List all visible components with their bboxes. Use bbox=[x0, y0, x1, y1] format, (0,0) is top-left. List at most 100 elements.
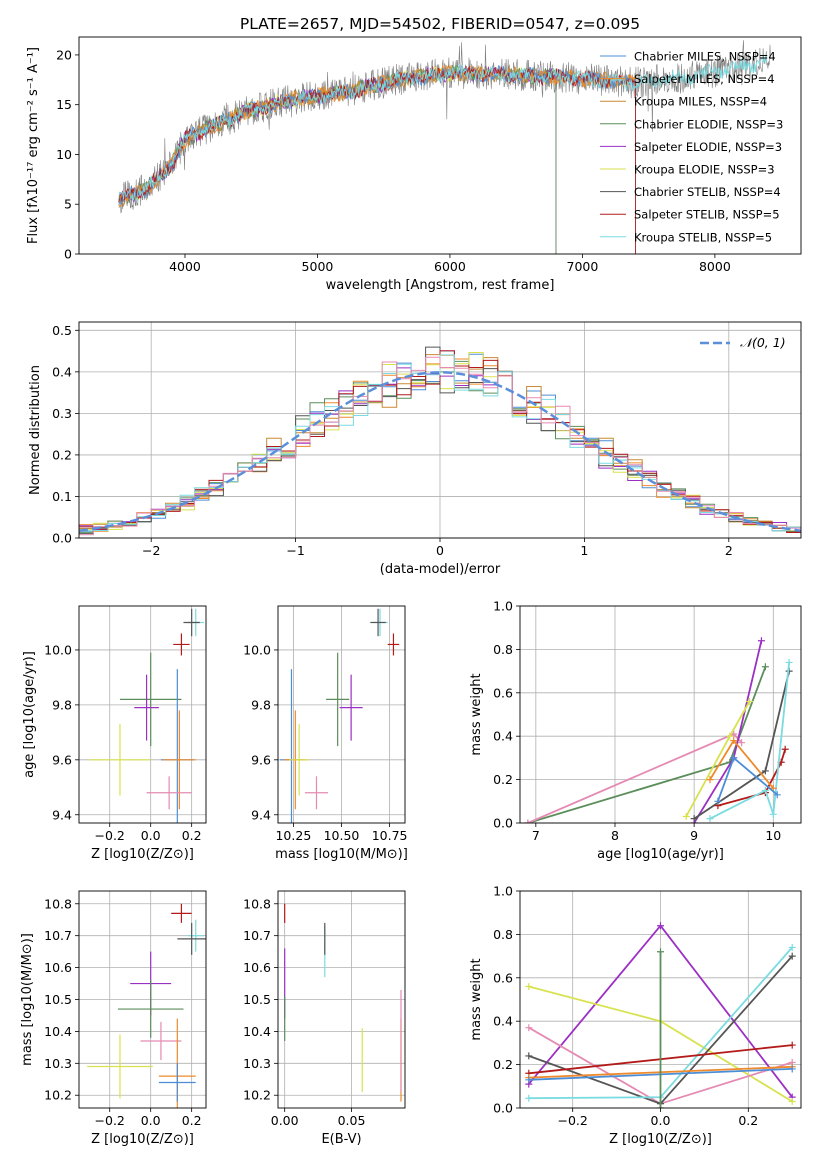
mass-weight-marker bbox=[788, 952, 796, 960]
x-tick-label: 10.50 bbox=[324, 828, 360, 843]
x-tick-label: 0.0 bbox=[651, 1113, 671, 1128]
mass-weight-marker bbox=[788, 1041, 796, 1049]
mass-weight-line bbox=[717, 748, 787, 807]
x-tick-label: 0.0 bbox=[141, 828, 161, 843]
errorbar-point bbox=[117, 980, 184, 1038]
x-axis-label: (data-model)/error bbox=[380, 562, 501, 577]
spectrum-model-line bbox=[118, 53, 768, 203]
y-tick-label: 0.0 bbox=[52, 531, 72, 546]
panel-weight-vs-Z: −0.2 0.0 0.2 0.0 0.2 0.4 0.6 0.8 1.0 Z [log10(Z/Z… bbox=[469, 884, 802, 1147]
mass-weight-marker bbox=[525, 1024, 533, 1032]
legend-label: Chabrier MILES, NSSP=4 bbox=[634, 50, 776, 64]
y-tick-label: 10.5 bbox=[44, 992, 72, 1007]
grid bbox=[278, 606, 405, 823]
errorbar-point bbox=[87, 1034, 153, 1099]
errorbar-point bbox=[173, 633, 190, 656]
y-tick-label: 0.6 bbox=[493, 970, 513, 985]
mass-weight-marker bbox=[757, 637, 765, 645]
x-tick-label: 7000 bbox=[567, 259, 599, 274]
y-tick-label: 10.6 bbox=[243, 960, 271, 975]
y-tick-label: 10.6 bbox=[44, 960, 72, 975]
x-tick-label: 6000 bbox=[434, 259, 466, 274]
y-tick-label: 10.0 bbox=[243, 642, 271, 657]
y-tick-label: 10.2 bbox=[243, 1088, 271, 1103]
mass-weight-marker bbox=[730, 737, 738, 745]
legend-label: Salpeter STELIB, NSSP=5 bbox=[634, 208, 780, 222]
y-tick-label: 10.8 bbox=[243, 896, 271, 911]
y-tick-label: 0.8 bbox=[493, 642, 513, 657]
y-tick-label: 9.4 bbox=[52, 807, 72, 822]
y-axis-label: mass weight bbox=[469, 958, 484, 1040]
legend-label: Salpeter MILES, NSSP=4 bbox=[634, 72, 775, 86]
mass-weight-marker bbox=[726, 732, 734, 740]
mass-weight-marker bbox=[714, 797, 722, 805]
gaussian-reference-line bbox=[79, 371, 801, 532]
x-axis-label: age [log10(age/yr)] bbox=[597, 847, 724, 862]
y-tick-label: 0.0 bbox=[493, 816, 513, 831]
x-tick-label: 7 bbox=[532, 828, 540, 843]
y-tick-label: 5 bbox=[64, 197, 72, 212]
legend-label: Kroupa STELIB, NSSP=5 bbox=[634, 230, 772, 244]
mass-weight-marker bbox=[525, 1052, 533, 1060]
y-tick-label: 1.0 bbox=[493, 884, 513, 899]
panel-age-vs-Z: −0.2 0.0 0.2 9.4 9.6 9.8 10.0 Z [log10(Z/Z⊙)] ag… bbox=[22, 605, 207, 862]
x-tick-label: 0.05 bbox=[338, 1113, 366, 1128]
errorbar-point bbox=[171, 903, 192, 923]
errorbar-point bbox=[134, 674, 159, 741]
y-tick-label: 9.6 bbox=[52, 752, 72, 767]
y-tick-label: 0.6 bbox=[493, 685, 513, 700]
x-tick-label: 0.2 bbox=[182, 828, 202, 843]
mass-weight-line bbox=[527, 666, 767, 823]
spectrum-data-line bbox=[118, 40, 771, 214]
errorbar-point bbox=[89, 724, 151, 796]
x-tick-label: −1 bbox=[286, 543, 304, 558]
y-tick-label: 10.3 bbox=[44, 1056, 72, 1071]
mass-weight-marker bbox=[788, 1097, 796, 1105]
x-axis-label: mass [log10(M/M⊙)] bbox=[275, 847, 408, 862]
errorbar-point bbox=[370, 608, 386, 637]
x-tick-label: 10 bbox=[765, 828, 781, 843]
mass-weight-marker bbox=[785, 658, 793, 666]
y-tick-label: 10.4 bbox=[44, 1024, 72, 1039]
mass-weight-marker bbox=[682, 812, 690, 820]
x-tick-label: −0.2 bbox=[95, 1113, 125, 1128]
axes-frame bbox=[78, 321, 802, 539]
axes-frame bbox=[78, 890, 207, 1109]
y-tick-label: 0.3 bbox=[52, 406, 72, 421]
y-tick-label: 1.0 bbox=[493, 599, 513, 614]
x-tick-label: 9 bbox=[690, 828, 698, 843]
y-tick-label: 0.4 bbox=[493, 729, 513, 744]
x-tick-label: 10.25 bbox=[275, 828, 311, 843]
grid bbox=[79, 891, 206, 1108]
errorbar-point bbox=[183, 608, 200, 637]
errorbar-point bbox=[387, 633, 400, 656]
x-tick-label: 1 bbox=[580, 543, 588, 558]
y-tick-label: 9.4 bbox=[251, 807, 271, 822]
residual-legend: 𝒩(0, 1) bbox=[700, 335, 786, 350]
x-tick-label: 5000 bbox=[302, 259, 334, 274]
mass-weight-marker bbox=[761, 663, 769, 671]
y-axis-label: mass weight bbox=[469, 673, 484, 755]
plot-area bbox=[524, 637, 793, 823]
y-tick-label: 10.8 bbox=[44, 896, 72, 911]
plot-area bbox=[118, 40, 771, 254]
y-tick-label: 20 bbox=[56, 47, 72, 62]
y-tick-label: 10.7 bbox=[44, 928, 72, 943]
grid bbox=[79, 606, 206, 823]
axes-frame bbox=[519, 605, 802, 824]
mass-weight-marker bbox=[706, 815, 714, 823]
spectrum-legend: Chabrier MILES, NSSP=4 Salpeter MILES, NS… bbox=[600, 50, 783, 244]
mass-weight-marker bbox=[706, 776, 714, 784]
errorbar-point bbox=[187, 919, 204, 952]
x-tick-label: 4000 bbox=[169, 259, 201, 274]
mass-weight-marker bbox=[525, 1094, 533, 1102]
grid bbox=[520, 605, 801, 824]
y-tick-label: 0.4 bbox=[493, 1014, 513, 1029]
axes-frame bbox=[78, 605, 207, 824]
y-tick-label: 0.4 bbox=[52, 364, 72, 379]
y-tick-label: 15 bbox=[56, 97, 72, 112]
y-axis-label: mass [log10(M/M⊙)] bbox=[20, 933, 35, 1066]
mass-weight-marker bbox=[525, 982, 533, 990]
x-axis-label: wavelength [Angstrom, rest frame] bbox=[326, 278, 555, 293]
mass-weight-marker bbox=[525, 1076, 533, 1084]
